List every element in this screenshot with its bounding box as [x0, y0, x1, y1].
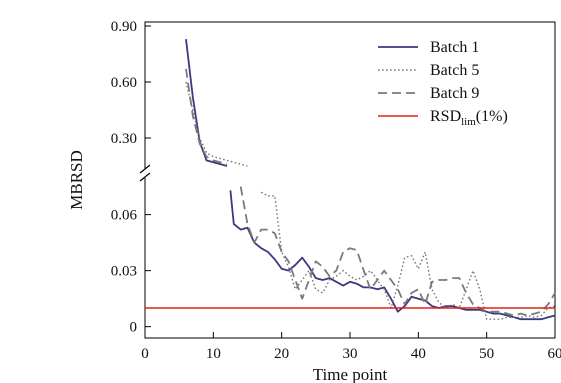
x-axis-title: Time point [313, 365, 388, 383]
y-upper-tick-label: 0.30 [111, 131, 137, 147]
x-tick-label: 40 [411, 346, 426, 362]
axis-break-slash [139, 172, 151, 182]
y-axis-break [139, 164, 151, 182]
series-line-batch-1-upper [185, 38, 228, 167]
legend-label: Batch 5 [430, 62, 479, 79]
plot-frame [144, 21, 556, 339]
y-upper-tick-label: 0.60 [111, 75, 137, 91]
axis-break-slash [139, 164, 151, 174]
series-line-batch-3-upper [185, 68, 228, 165]
series-line-batch-3-lower [239, 186, 556, 317]
y-upper-tick-label: 0.90 [111, 19, 137, 35]
x-tick-label: 0 [141, 346, 149, 362]
x-tick-label: 10 [206, 346, 221, 362]
y-lower-tick-label: 0.06 [111, 208, 138, 224]
legend-label: RSDlim(1%) [430, 108, 508, 128]
axis-ticks: 0 10 20 30 40 50 60 0.30 0.60 0.90 0 0.03 0.06 [111, 19, 561, 362]
legend-label: Batch 9 [430, 85, 479, 102]
y-lower-tick-label: 0.03 [111, 264, 137, 280]
x-tick-label: 60 [548, 346, 561, 362]
y-axis-title: MBRSD [67, 150, 86, 210]
x-tick-label: 30 [343, 346, 358, 362]
axis-break-gap [142, 169, 148, 178]
x-tick-label: 50 [479, 346, 494, 362]
x-tick-label: 20 [274, 346, 289, 362]
series-line-batch-2-lower [260, 191, 556, 320]
legend-label: Batch 1 [430, 39, 479, 56]
series-layer [145, 38, 556, 321]
series-line-batch-1-lower [229, 190, 556, 321]
series-line-batch-2-upper [185, 81, 248, 167]
y-lower-tick-label: 0 [130, 320, 138, 336]
legend: Batch 1 Batch 5 Batch 9 RSDlim(1%) [378, 39, 508, 128]
